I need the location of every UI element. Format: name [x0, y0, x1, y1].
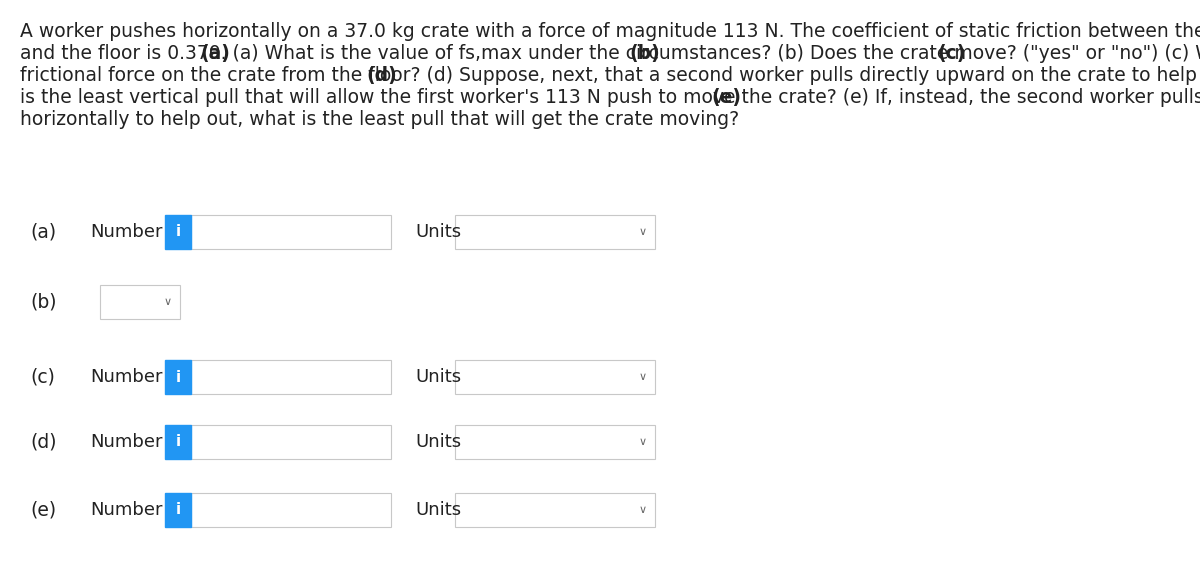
Text: (d): (d): [30, 432, 56, 452]
FancyBboxPatch shape: [455, 493, 655, 527]
Text: (e): (e): [30, 501, 56, 520]
Text: is the least vertical pull that will allow the first worker's 113 N push to move: is the least vertical pull that will all…: [20, 88, 1200, 107]
Text: (a): (a): [200, 44, 230, 63]
Text: Units: Units: [415, 433, 461, 451]
Text: Units: Units: [415, 223, 461, 241]
FancyBboxPatch shape: [166, 493, 191, 527]
Text: Units: Units: [415, 368, 461, 386]
Text: (b): (b): [30, 293, 56, 311]
Text: Number: Number: [90, 223, 162, 241]
FancyBboxPatch shape: [191, 493, 391, 527]
Text: i: i: [175, 503, 180, 517]
Text: horizontally to help out, what is the least pull that will get the crate moving?: horizontally to help out, what is the le…: [20, 110, 739, 129]
Text: Number: Number: [90, 501, 162, 519]
Text: (c): (c): [30, 368, 55, 387]
FancyBboxPatch shape: [100, 285, 180, 319]
FancyBboxPatch shape: [191, 215, 391, 249]
Text: i: i: [175, 369, 180, 385]
Text: i: i: [175, 435, 180, 449]
Text: (b): (b): [629, 44, 660, 63]
Text: (d): (d): [366, 66, 397, 85]
Text: and the floor is 0.370. (a) What is the value of fs,max under the circumstances?: and the floor is 0.370. (a) What is the …: [20, 44, 1200, 63]
Text: Number: Number: [90, 433, 162, 451]
Text: ∨: ∨: [164, 297, 172, 307]
Text: Number: Number: [90, 368, 162, 386]
FancyBboxPatch shape: [455, 360, 655, 394]
Text: ∨: ∨: [638, 227, 647, 237]
Text: (e): (e): [712, 88, 742, 107]
Text: ∨: ∨: [638, 372, 647, 382]
Text: ∨: ∨: [638, 505, 647, 515]
FancyBboxPatch shape: [191, 360, 391, 394]
FancyBboxPatch shape: [166, 425, 191, 459]
FancyBboxPatch shape: [166, 215, 191, 249]
FancyBboxPatch shape: [191, 425, 391, 459]
Text: (a): (a): [30, 222, 56, 242]
FancyBboxPatch shape: [455, 425, 655, 459]
FancyBboxPatch shape: [455, 215, 655, 249]
Text: A worker pushes horizontally on a 37.0 kg crate with a force of magnitude 113 N.: A worker pushes horizontally on a 37.0 k…: [20, 22, 1200, 41]
Text: i: i: [175, 225, 180, 239]
Text: frictional force on the crate from the floor? (d) Suppose, next, that a second w: frictional force on the crate from the f…: [20, 66, 1200, 85]
FancyBboxPatch shape: [166, 360, 191, 394]
Text: ∨: ∨: [638, 437, 647, 447]
Text: Units: Units: [415, 501, 461, 519]
Text: (c): (c): [937, 44, 966, 63]
